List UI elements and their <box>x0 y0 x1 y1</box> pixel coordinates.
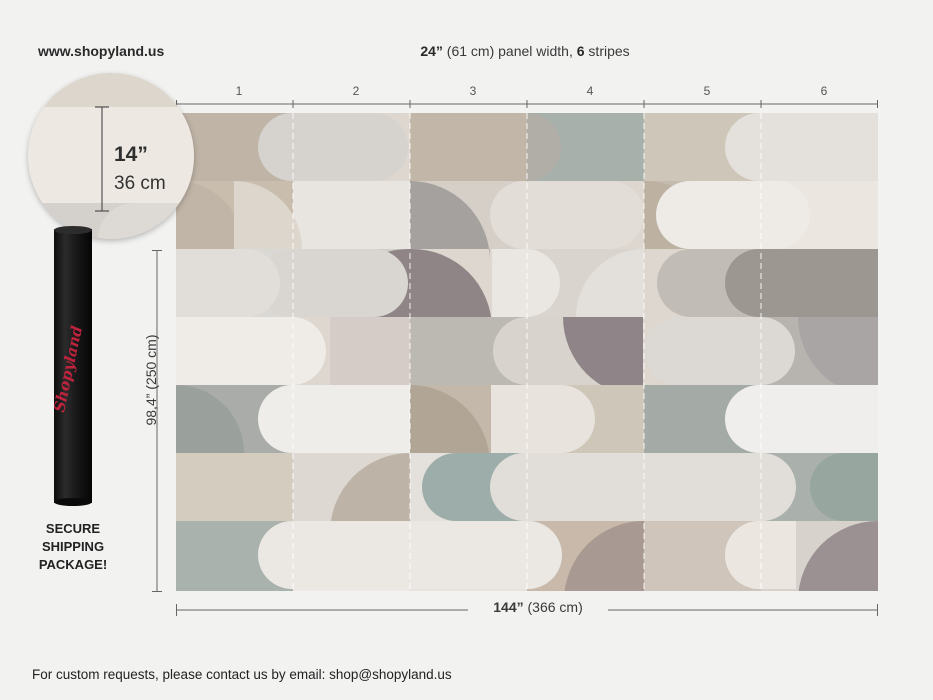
shipping-label-line-3: PACKAGE! <box>38 557 108 572</box>
height-label: 98,4” (250 cm) <box>143 334 159 426</box>
stripes-word: stripes <box>584 43 630 59</box>
stripe-number-6: 6 <box>820 84 828 98</box>
stripe-count: 6 <box>576 43 585 59</box>
shipping-label-line-1: SECURE <box>45 521 101 536</box>
wallpaper-preview <box>176 113 878 591</box>
height-ruler-line <box>152 250 162 592</box>
panel-width-metric: (61 cm) panel width, <box>442 43 577 59</box>
zoom-inches: 14” <box>114 143 148 166</box>
stripe-ruler: 1 2 3 4 5 6 <box>176 84 878 108</box>
width-inches: 144” <box>493 599 524 615</box>
shipping-label-line-2: SHIPPING <box>41 539 105 554</box>
height-ruler <box>152 250 162 592</box>
panel-width-info: 24” (61 cm) panel width, 6 stripes <box>330 43 720 59</box>
stripe-number-4: 4 <box>586 84 594 98</box>
contact-footer: For custom requests, please contact us b… <box>32 667 452 682</box>
stripe-number-5: 5 <box>703 84 711 98</box>
height-dimension: 98,4” (250 cm) <box>131 310 171 450</box>
width-dimension: 144” (366 cm) <box>468 599 608 615</box>
stripe-number-3: 3 <box>469 84 477 98</box>
site-url: www.shopyland.us <box>38 43 165 59</box>
shipping-tube: Shopyland <box>50 225 94 507</box>
stripe-number-2: 2 <box>352 84 360 98</box>
zoom-detail-loupe: 14” 36 cm <box>28 73 194 239</box>
zoom-texture <box>28 73 194 239</box>
stripe-ruler-line <box>176 100 878 108</box>
shipping-tube-graphic: Shopyland <box>50 226 92 506</box>
panel-width-inches: 24” <box>420 43 443 59</box>
zoom-cm: 36 cm <box>114 173 166 194</box>
wallpaper-pattern <box>176 113 878 591</box>
secure-shipping-label: SECURE SHIPPING PACKAGE! <box>20 520 126 574</box>
width-metric: (366 cm) <box>523 599 583 615</box>
stripe-number-1: 1 <box>235 84 243 98</box>
